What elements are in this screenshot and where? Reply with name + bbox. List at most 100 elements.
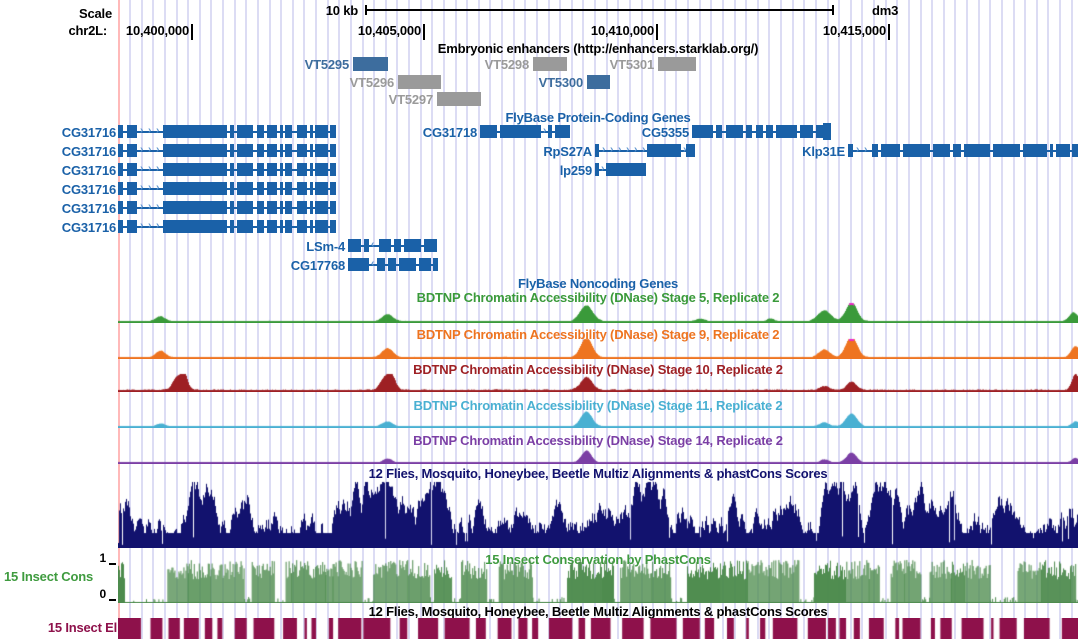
gene-CG31716-line[interactable] — [118, 207, 336, 209]
gene-CG31716-exon[interactable] — [310, 220, 313, 233]
gene-CG31716-exon[interactable] — [237, 182, 253, 195]
dnase-stage9-track[interactable] — [118, 338, 1078, 359]
gene-LSm-4-exon[interactable] — [394, 239, 401, 252]
gene-Klp31E-exon[interactable] — [1056, 144, 1070, 157]
dnase-stage11-track[interactable] — [118, 409, 1078, 428]
gene-CG31718-exon[interactable] — [548, 125, 552, 138]
gene-CG31716-exon[interactable] — [330, 182, 336, 195]
gene-LSm-4-exon[interactable] — [424, 239, 437, 252]
gene-CG31716-line[interactable] — [118, 131, 336, 133]
gene-CG31716-exon[interactable] — [267, 163, 277, 176]
gene-CG31716-exon[interactable] — [315, 144, 328, 157]
gene-CG31718-exon[interactable] — [480, 125, 497, 138]
gene-CG31716-exon[interactable] — [118, 220, 123, 233]
gene-CG31716-exon[interactable] — [310, 163, 313, 176]
gene-Klp31E-exon[interactable] — [953, 144, 961, 157]
enhancer-VT5301[interactable] — [658, 57, 696, 71]
gene-CG31716-exon[interactable] — [257, 144, 264, 157]
gene-CG31716-exon[interactable] — [330, 163, 336, 176]
gene-Klp31E-exon[interactable] — [848, 144, 853, 157]
gene-CG5355-exon[interactable] — [800, 125, 813, 138]
gene-Klp31E-exon[interactable] — [1050, 144, 1053, 157]
gene-CG31716-exon[interactable] — [118, 144, 123, 157]
gene-CG31716-exon[interactable] — [297, 163, 307, 176]
gene-CG31716-exon[interactable] — [163, 182, 227, 195]
gene-CG31716-exon[interactable] — [257, 125, 264, 138]
gene-CG31716-exon[interactable] — [127, 182, 137, 195]
gene-CG31716-exon[interactable] — [163, 220, 227, 233]
gene-CG31716-exon[interactable] — [297, 182, 307, 195]
gene-CG31716-exon[interactable] — [315, 182, 328, 195]
gene-CG31716-line[interactable] — [118, 188, 336, 190]
gene-CG31716-exon[interactable] — [230, 220, 234, 233]
gene-CG31716-exon[interactable] — [280, 125, 283, 138]
gene-CG31718-exon[interactable] — [500, 125, 541, 138]
gene-CG31716-exon[interactable] — [267, 144, 277, 157]
enhancer-VT5298[interactable] — [533, 57, 567, 71]
gene-CG31716-line[interactable] — [118, 226, 336, 228]
gene-CG31716-exon[interactable] — [118, 163, 123, 176]
gene-CG31716-exon[interactable] — [280, 220, 283, 233]
gene-CG17768-exon[interactable] — [388, 258, 396, 271]
gene-CG31716-exon[interactable] — [163, 125, 227, 138]
gene-CG31716-exon[interactable] — [285, 182, 292, 195]
gene-RpS27A-exon[interactable] — [686, 144, 695, 157]
gene-CG31716-line[interactable] — [118, 150, 336, 152]
gene-CG31716-exon[interactable] — [267, 220, 277, 233]
gene-CG31716-exon[interactable] — [237, 125, 253, 138]
enhancer-VT5295[interactable] — [353, 57, 388, 71]
gene-Klp31E-exon[interactable] — [881, 144, 900, 157]
gene-CG17768-exon[interactable] — [419, 258, 431, 271]
gene-CG31716-line[interactable] — [118, 169, 336, 171]
gene-CG31716-exon[interactable] — [297, 201, 307, 214]
gene-CG31718-exon[interactable] — [555, 125, 570, 138]
gene-LSm-4-line[interactable] — [348, 245, 437, 247]
gene-CG31716-exon[interactable] — [330, 125, 336, 138]
gene-CG31716-exon[interactable] — [310, 201, 313, 214]
gene-CG5355-exon[interactable] — [756, 125, 763, 138]
gene-CG5355-exon[interactable] — [746, 125, 752, 138]
dnase-stage14-track[interactable] — [118, 444, 1078, 464]
gene-CG31716-exon[interactable] — [280, 201, 283, 214]
gene-CG31716-exon[interactable] — [127, 125, 137, 138]
gene-CG31716-exon[interactable] — [230, 201, 234, 214]
gene-CG31716-exon[interactable] — [330, 220, 336, 233]
gene-CG31716-exon[interactable] — [297, 144, 307, 157]
gene-LSm-4-exon[interactable] — [379, 239, 391, 252]
gene-CG31716-exon[interactable] — [230, 182, 234, 195]
enhancer-VT5297[interactable] — [437, 92, 481, 106]
gene-Klp31E-line[interactable] — [848, 150, 1078, 152]
gene-CG31716-exon[interactable] — [237, 220, 253, 233]
gene-CG31716-exon[interactable] — [310, 182, 313, 195]
gene-CG5355-exon[interactable] — [766, 125, 773, 138]
gene-CG31716-exon[interactable] — [230, 144, 234, 157]
gene-CG5355-exon[interactable] — [692, 125, 713, 138]
gene-CG31716-exon[interactable] — [310, 144, 313, 157]
gene-CG31716-exon[interactable] — [285, 144, 292, 157]
gene-CG31716-exon[interactable] — [267, 182, 277, 195]
gene-CG31716-exon[interactable] — [118, 182, 123, 195]
gene-CG31716-exon[interactable] — [127, 163, 137, 176]
dnase-stage5-track[interactable] — [118, 302, 1078, 323]
gene-CG17768-exon[interactable] — [377, 258, 385, 271]
gene-CG31716-exon[interactable] — [285, 201, 292, 214]
gene-CG31716-exon[interactable] — [163, 144, 227, 157]
gene-RpS27A-exon[interactable] — [647, 144, 681, 157]
gene-CG31716-exon[interactable] — [315, 220, 328, 233]
gene-CG31716-exon[interactable] — [237, 201, 253, 214]
gene-CG31716-exon[interactable] — [330, 201, 336, 214]
gene-CG5355-exon[interactable] — [726, 125, 743, 138]
enhancer-VT5296[interactable] — [398, 75, 441, 89]
gene-Klp31E-exon[interactable] — [1072, 144, 1078, 157]
gene-CG5355-exon[interactable] — [823, 123, 831, 140]
gene-CG31716-exon[interactable] — [118, 125, 123, 138]
gene-CG31716-exon[interactable] — [127, 220, 137, 233]
gene-CG31716-exon[interactable] — [237, 163, 253, 176]
gene-CG31716-exon[interactable] — [280, 182, 283, 195]
gene-CG31716-exon[interactable] — [310, 125, 313, 138]
gene-CG31716-exon[interactable] — [280, 163, 283, 176]
gene-CG31716-exon[interactable] — [297, 220, 307, 233]
gene-lp259-exon[interactable] — [595, 163, 599, 176]
multiz-alignments-track[interactable] — [118, 480, 1078, 548]
